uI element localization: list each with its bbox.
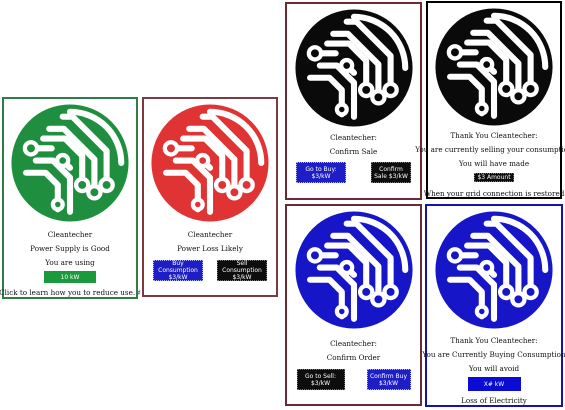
confirm-title: Confirm Sale xyxy=(329,147,378,156)
usage-button[interactable]: 10 kW xyxy=(44,271,96,283)
cleantech-logo-green xyxy=(9,102,131,224)
cleantech-logo-black xyxy=(293,7,415,129)
kw-button[interactable]: X# kW xyxy=(467,377,521,391)
user-name: Cleantecher: xyxy=(330,339,377,348)
status-text: Power Supply is Good xyxy=(30,244,110,253)
user-name: Cleantecher: xyxy=(330,133,377,142)
cleantech-logo-red xyxy=(149,102,271,224)
cleantech-logo-blue xyxy=(433,209,555,331)
loss-note: Loss of Electricity xyxy=(461,396,527,405)
thank-you-text: Thank You Cleantecher: xyxy=(450,336,538,345)
user-name: Cleantecher xyxy=(187,230,233,239)
go-to-sell-button[interactable]: Go to Sell: $3/kW xyxy=(296,369,345,390)
buy-consumption-button[interactable]: Buy Consumption $3/kW xyxy=(153,260,203,281)
status-text: Power Loss Likely xyxy=(177,244,243,253)
usage-label: You are using xyxy=(45,258,95,267)
cleantech-logo-blue xyxy=(293,209,415,331)
card-thank-you-buying: Thank You Cleantecher: You are Currently… xyxy=(422,204,565,407)
confirm-title: Confirm Order xyxy=(326,353,381,362)
user-name: Cleantecher xyxy=(47,230,93,239)
thank-you-text: Thank You Cleantecher: xyxy=(450,131,538,140)
confirm-sale-button[interactable]: Confirm Sale $3/kW xyxy=(371,162,411,183)
avoid-label: You will avoid xyxy=(468,364,520,373)
selling-status: You are currently selling your consumpti… xyxy=(415,145,565,154)
cleantech-logo-black xyxy=(433,6,555,128)
card-confirm-order: Cleantecher: Confirm Order Go to Sell: $… xyxy=(285,204,422,406)
go-to-buy-button[interactable]: Go to Buy: $3/kW xyxy=(296,162,346,183)
sell-consumption-button[interactable]: Sell Consumption $3/kW xyxy=(217,260,267,281)
restore-note: When your grid connection is restored xyxy=(423,189,565,198)
buying-status: You are Currently Buying Consumption xyxy=(422,350,565,359)
reduce-use-link[interactable]: Click to learn how you to reduce use. ♯ xyxy=(0,288,141,297)
confirm-buy-button[interactable]: Confirm Buy $3/kW xyxy=(366,369,411,390)
amount-button[interactable]: $3 Amount xyxy=(474,173,514,182)
card-confirm-sale: Cleantecher: Confirm Sale Go to Buy: $3/… xyxy=(285,2,422,200)
card-thank-you-selling: Thank You Cleantecher: You are currently… xyxy=(415,1,565,199)
card-power-supply-good: Cleantecher Power Supply is Good You are… xyxy=(0,97,141,299)
card-power-loss-likely: Cleantecher Power Loss Likely Buy Consum… xyxy=(142,97,278,297)
earnings-label: You will have made xyxy=(458,159,530,168)
